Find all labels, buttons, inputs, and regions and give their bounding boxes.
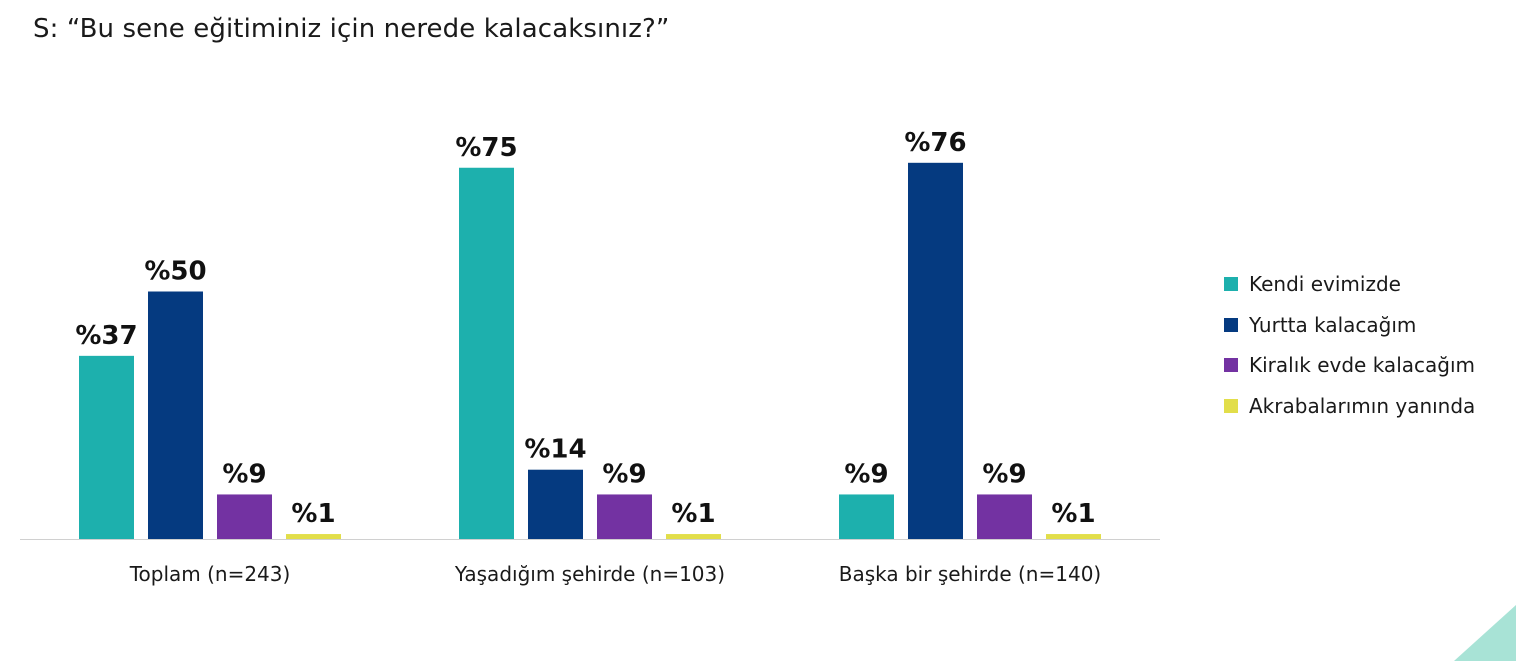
category-label: Başka bir şehirde (n=140) — [839, 562, 1101, 586]
bar — [528, 469, 583, 539]
bar-value-label: %76 — [904, 128, 966, 158]
legend-item: Yurtta kalacağım — [1224, 305, 1475, 346]
legend-swatch — [1224, 399, 1238, 414]
bar — [597, 494, 652, 539]
bar — [1046, 534, 1101, 539]
legend-label: Kiralık evde kalacağım — [1249, 353, 1475, 378]
bar-chart: %37 %50 %9 %1 Toplam (n=243) %75 %14 %9 %1 Yaşadı… — [20, 128, 1160, 586]
bar-value-label: %1 — [291, 499, 335, 529]
legend-item: Akrabalarımın yanında — [1224, 386, 1475, 427]
corner-triangle — [1454, 605, 1516, 661]
legend-label: Kendi evimizde — [1249, 272, 1401, 297]
bar-value-label: %9 — [602, 459, 646, 489]
bar-value-label: %75 — [455, 133, 517, 163]
bar — [977, 494, 1032, 539]
legend-item: Kiralık evde kalacağım — [1224, 345, 1475, 386]
legend-swatch — [1224, 317, 1238, 332]
legend-swatch — [1224, 277, 1238, 292]
bar — [459, 167, 514, 539]
bar-value-label: %37 — [75, 321, 137, 351]
bar — [79, 355, 134, 539]
question-title: S: “Bu sene eğitiminiz için nerede kalac… — [33, 14, 670, 44]
bar — [148, 291, 203, 539]
legend-label: Yurtta kalacağım — [1249, 312, 1417, 337]
bar-value-label: %9 — [844, 459, 888, 489]
bar — [666, 534, 721, 539]
bar — [908, 162, 963, 540]
bar-value-label: %1 — [1051, 499, 1095, 529]
bar-value-label: %9 — [222, 459, 266, 489]
legend-item: Kendi evimizde — [1224, 264, 1475, 305]
bar-value-label: %50 — [144, 257, 206, 287]
bar-value-label: %9 — [982, 459, 1026, 489]
category-label: Toplam (n=243) — [129, 562, 291, 586]
bar — [217, 494, 272, 539]
legend-label: Akrabalarımın yanında — [1249, 394, 1476, 419]
category-label: Yaşadığım şehirde (n=103) — [454, 562, 725, 586]
corner-decoration — [1454, 605, 1516, 661]
bar-value-label: %14 — [524, 435, 586, 465]
bar — [286, 534, 341, 539]
bar — [839, 494, 894, 539]
legend: Kendi evimizde Yurtta kalacağım Kiralık ev… — [1224, 264, 1475, 426]
legend-swatch — [1224, 358, 1238, 373]
bar-value-label: %1 — [671, 499, 715, 529]
